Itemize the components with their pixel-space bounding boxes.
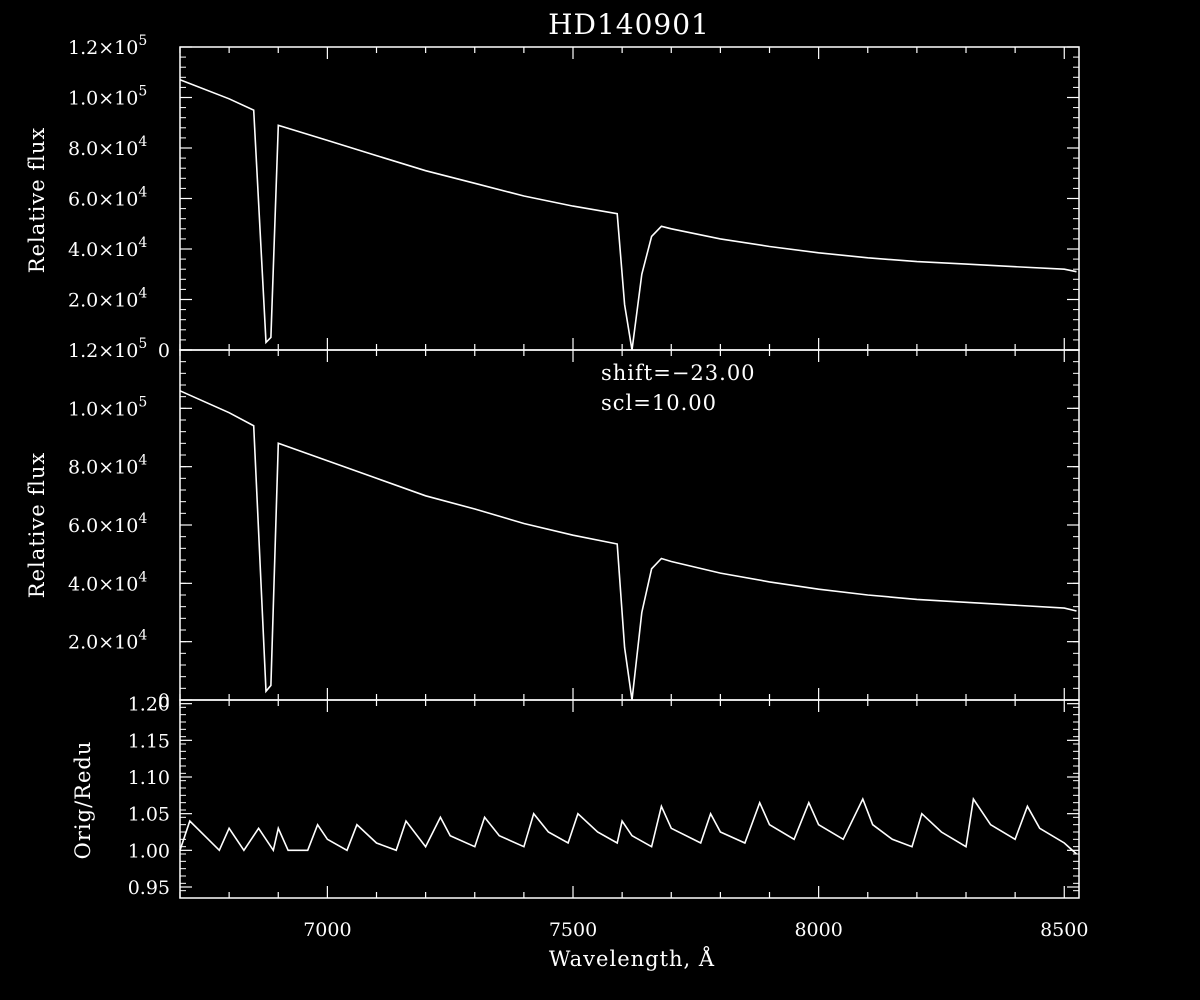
y-tick-exponent: 4 — [138, 628, 147, 644]
y-tick-label: 0 — [158, 340, 170, 362]
y-tick-label: 8.0×104 — [68, 134, 147, 160]
ylabel-middle: Relative flux — [25, 452, 49, 598]
series-line — [179, 796, 1078, 855]
y-tick-label: 8.0×104 — [68, 453, 147, 479]
y-tick-exponent: 5 — [138, 394, 147, 410]
y-tick-exponent: 5 — [138, 33, 147, 49]
x-tick-label: 7000 — [303, 919, 351, 941]
panel-middle: 0 2.0×104 4.0×104 6.0×104 8.0×104 1.0×105 1.2×… — [68, 336, 1080, 712]
y-tick-exponent: 4 — [138, 134, 147, 150]
y-tick-label: 4.0×104 — [68, 235, 147, 261]
y-tick-exponent: 4 — [138, 569, 147, 585]
y-tick-label: 6.0×104 — [68, 185, 147, 211]
y-tick-label: 1.20 — [128, 694, 170, 716]
y-tick-label: 1.2×105 — [68, 33, 147, 59]
y-tick-exponent: 5 — [138, 336, 147, 352]
y-tick-exponent: 4 — [138, 511, 147, 527]
ylabel-bottom: Orig/Redu — [71, 741, 95, 860]
y-tick-label: 6.0×104 — [68, 511, 147, 537]
x-tick-label: 8000 — [794, 919, 842, 941]
y-tick-label: 0.95 — [128, 877, 170, 899]
y-tick-exponent: 4 — [138, 185, 147, 201]
y-tick-exponent: 4 — [138, 453, 147, 469]
y-tick-label: 4.0×104 — [68, 569, 147, 595]
annotation-scl: scl=10.00 — [601, 391, 717, 415]
y-tick-exponent: 4 — [138, 286, 147, 302]
y-tick-label: 2.0×104 — [68, 286, 147, 312]
y-tick-label: 1.05 — [128, 804, 170, 826]
series-line — [179, 79, 1077, 351]
y-tick-exponent: 4 — [138, 235, 147, 251]
xlabel: Wavelength, Å — [549, 946, 715, 971]
y-tick-label: 0 — [158, 690, 170, 712]
y-tick-label: 1.2×105 — [68, 336, 147, 362]
y-tick-label: 1.00 — [128, 840, 170, 862]
y-tick-exponent: 5 — [138, 84, 147, 100]
x-tick-label: 8500 — [1040, 919, 1088, 941]
plot-frame — [179, 699, 1080, 899]
figure-title: HD140901 — [548, 8, 710, 41]
series-line — [179, 390, 1077, 701]
panel-top: 0 2.0×104 4.0×104 6.0×104 8.0×104 1.0×105 1.2×… — [68, 33, 1080, 362]
y-tick-label: 2.0×104 — [68, 628, 147, 654]
y-tick-label: 1.15 — [128, 730, 170, 752]
y-tick-label: 1.10 — [128, 767, 170, 789]
x-tick-label: 7500 — [549, 919, 597, 941]
annotation-shift: shift=−23.00 — [601, 361, 756, 385]
plot-frame — [179, 46, 1080, 351]
panel-bottom: 0.95 1.00 1.05 1.10 1.15 1.20 7000 7500 8000 8500 — [128, 694, 1089, 941]
y-tick-label: 1.0×105 — [68, 84, 147, 110]
y-tick-label: 1.0×105 — [68, 394, 147, 420]
ylabel-top: Relative flux — [25, 127, 49, 273]
